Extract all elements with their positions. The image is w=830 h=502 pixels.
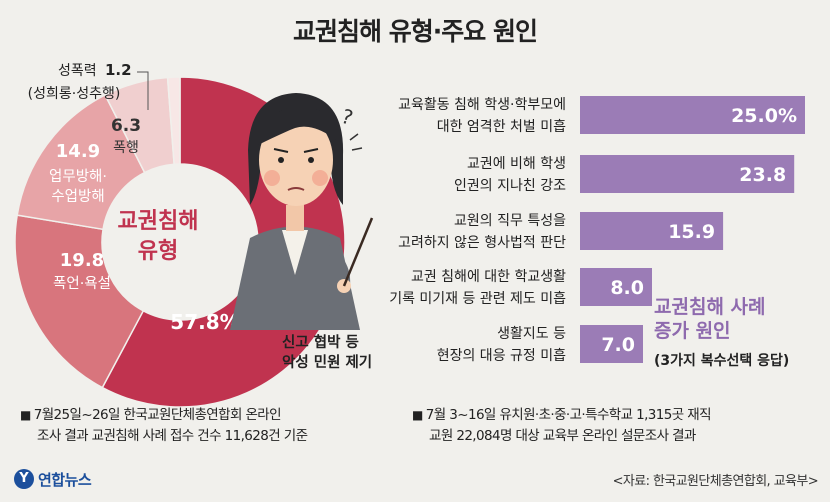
publisher-logo: Y 연합뉴스 bbox=[14, 466, 92, 492]
bar-category-label: 대한 엄격한 처벌 미흡 bbox=[437, 119, 566, 135]
note-left-line-1: 7월25일~26일 한국교원단체총연합회 온라인 bbox=[33, 407, 282, 423]
pie-value-label: 1.2 bbox=[105, 61, 132, 79]
bar-value-label: 25.0% bbox=[731, 105, 797, 127]
bar bbox=[580, 325, 643, 363]
note-left: ■ 7월25일~26일 한국교원단체총연합회 온라인 조사 결과 교권침해 사례 … bbox=[20, 407, 308, 444]
bar bbox=[580, 212, 724, 250]
leader-line bbox=[137, 71, 149, 110]
bar-chart-subtitle: (3가지 복수선택 응답) bbox=[654, 352, 789, 369]
bar-value-label: 15.9 bbox=[668, 221, 715, 243]
note-right-line-1: 7월 3~16일 유치원·초·중·고·특수학교 1,315곳 재직 bbox=[425, 407, 712, 423]
pie-value-label: 19.8 bbox=[60, 250, 104, 271]
bar-category-label: 교권에 비해 학생 bbox=[467, 156, 566, 172]
pie-value-label: 57.8% bbox=[170, 310, 239, 334]
note-right: ■ 7월 3~16일 유치원·초·중·고·특수학교 1,315곳 재직 교원 22… bbox=[412, 407, 712, 444]
note-right-line-2: 교원 22,084명 대상 교육부 온라인 설문조사 결과 bbox=[429, 428, 696, 444]
svg-text:?: ? bbox=[338, 104, 356, 130]
bar-chart-title: 증가 원인 bbox=[654, 320, 731, 342]
bar-category-label: 교육활동 침해 학생·학부모에 bbox=[398, 97, 566, 113]
pie-value-label: 14.9 bbox=[56, 141, 100, 162]
bar-category-label: 교권 침해에 대한 학교생활 bbox=[411, 269, 566, 285]
bar bbox=[580, 268, 652, 306]
pie-label: 업무방해· bbox=[49, 168, 107, 185]
pie-value-label: 6.3 bbox=[111, 116, 141, 136]
page-title: 교권침해 유형·주요 원인 bbox=[293, 17, 538, 46]
teacher-illustration: ? bbox=[230, 93, 374, 330]
pie-label: 폭행 bbox=[113, 140, 139, 156]
bar-category-label: 인권의 지나친 강조 bbox=[454, 178, 566, 194]
bar-value-label: 8.0 bbox=[610, 277, 644, 299]
bar-value-label: 23.8 bbox=[739, 164, 786, 186]
bar-category-label: 고려하지 않은 형사법적 판단 bbox=[398, 235, 566, 251]
bar bbox=[580, 96, 805, 134]
pie-title: 유형 bbox=[138, 239, 178, 264]
source-credit: <자료: 한국교원단체총연합회, 교육부> bbox=[612, 474, 819, 489]
pie-label: 성폭력 bbox=[58, 63, 97, 79]
pie-label: 악성 민원 제기 bbox=[282, 353, 372, 371]
pie-slice bbox=[16, 93, 146, 231]
bar-category-label: 기록 미기재 등 관련 제도 미흡 bbox=[389, 291, 566, 307]
pie-label: 수업방해 bbox=[51, 188, 104, 205]
logo-text: 연합뉴스 bbox=[38, 470, 92, 489]
bar-category-label: 현장의 대응 규정 미흡 bbox=[437, 348, 566, 364]
pie-slice bbox=[166, 76, 181, 166]
bar-category-label: 생활지도 등 bbox=[497, 326, 566, 342]
bar bbox=[580, 155, 795, 193]
bar-chart-title: 교권침해 사례 bbox=[654, 296, 766, 318]
pie-label: 폭언·욕설 bbox=[53, 275, 111, 292]
donut-hole bbox=[103, 165, 257, 319]
bar-value-label: 7.0 bbox=[601, 334, 635, 356]
pie-slice bbox=[14, 214, 145, 389]
note-left-line-2: 조사 결과 교권침해 사례 접수 건수 11,628건 기준 bbox=[37, 428, 308, 444]
bar-category-label: 교원의 직무 특성을 bbox=[454, 213, 566, 229]
pie-label: (성희롱·성추행) bbox=[28, 86, 121, 102]
logo-mark: Y bbox=[14, 469, 34, 489]
pie-label: 신고 협박 등 bbox=[282, 333, 359, 351]
pie-title: 교권침해 bbox=[118, 209, 199, 234]
